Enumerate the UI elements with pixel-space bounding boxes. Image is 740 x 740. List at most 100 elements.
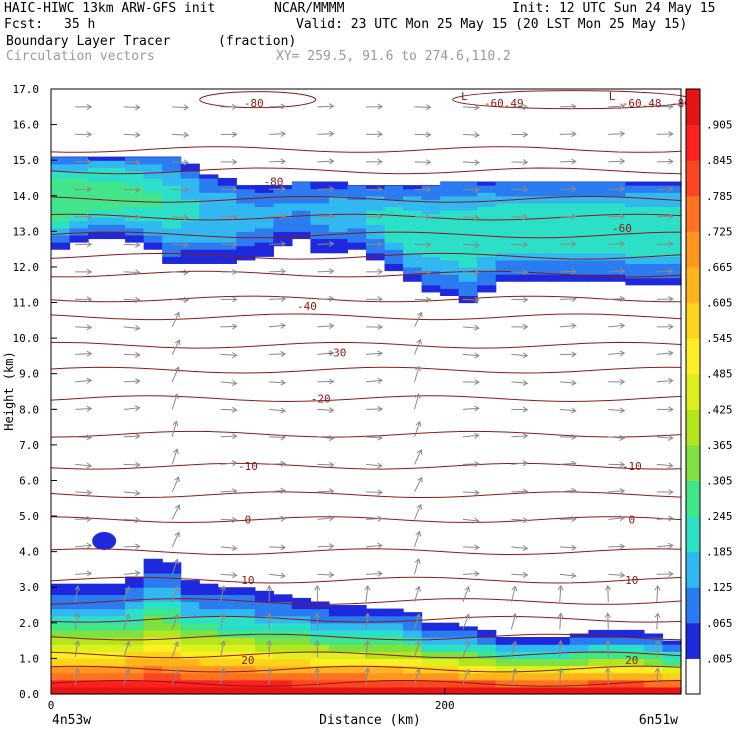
tracer-cell [310,651,330,660]
wind-vector [462,491,479,494]
tracer-cell [495,644,515,652]
tracer-cell [254,637,274,645]
wind-vector-head [522,460,529,467]
tracer-cell [366,665,386,674]
tracer-cell [106,686,126,695]
wind-vector-head [377,324,383,331]
wind-vector [269,546,286,548]
low-contour [199,91,317,109]
tracer-cell [366,217,386,225]
tracer-cell [606,181,627,183]
wind-vector [123,298,140,301]
tracer-cell [606,231,627,240]
wind-vector [220,668,225,685]
tracer-cell [384,256,404,264]
tracer-cell [106,608,126,617]
wind-vector-head [172,420,179,427]
wind-vector [656,640,659,657]
tracer-cell [328,622,349,631]
wind-vector-head [231,380,238,387]
colorbar-swatch [686,302,700,339]
wind-vector [75,572,92,575]
tracer-cell [236,188,256,197]
tracer-cell [273,210,293,218]
wind-vector-head [668,158,674,165]
y-axis-title: Height (km) [2,351,16,430]
tracer-cell [606,637,627,645]
wind-vector-head [124,668,131,675]
tracer-cell [291,679,312,688]
tracer-cell [328,181,349,183]
tracer-cell [143,686,163,695]
tracer-cell [588,238,608,247]
wind-vector-head [619,130,626,137]
tracer-cell [588,266,608,275]
tracer-cell [273,202,293,211]
wind-vector [123,407,140,410]
wind-vector [559,613,562,630]
tracer-cell [51,608,71,617]
wind-vector [414,558,420,575]
wind-vector [462,188,479,191]
tracer-cell [69,587,89,595]
wind-vector-head [135,543,141,550]
tracer-cell [217,608,237,617]
tracer-cell [347,658,367,667]
wind-vector-head [522,432,529,440]
wind-vector-head [377,158,383,165]
tracer-cell [403,651,423,660]
wind-vector [608,160,625,163]
tracer-cell [254,658,274,667]
tracer-field [51,156,682,695]
tracer-cell [180,249,200,257]
tracer-cell [625,672,645,681]
wind-vector-head [377,241,383,248]
colorbar-label: .785 [706,190,733,203]
wind-vector [365,585,369,602]
tracer-cell [366,672,386,681]
wind-vector-head [328,488,335,495]
tracer-cell [328,608,349,617]
tracer-cell [69,156,89,165]
tracer-cell [347,608,367,617]
wind-vector-head [232,158,238,165]
tracer-cell [180,256,200,264]
tracer-cell [403,224,423,232]
wind-vector-head [668,186,674,193]
tracer-cell [162,608,182,617]
colorbar-swatch [686,195,700,232]
tracer-cell [421,185,441,193]
tracer-cell [236,629,256,638]
tracer-cell [569,217,589,225]
wind-vector-head [314,612,321,618]
tracer-cell [588,679,608,688]
tracer-cell [125,580,145,588]
wind-vector-head [474,461,480,468]
tracer-cell [51,199,71,208]
wind-vector [123,216,140,218]
wind-vector-head [74,612,81,619]
tracer-cell [440,637,460,645]
wind-vector-head [280,130,287,137]
tracer-cell [106,156,126,161]
wind-vector-head [619,295,626,302]
tracer-cell [328,658,349,667]
wind-vector-head [377,296,383,303]
tracer-cell [69,206,89,215]
tracer-cell [662,242,682,250]
contour-label: -60.48 [622,97,662,110]
tracer-cell [532,231,552,240]
tracer-cell [143,573,163,581]
wind-vector-head [511,640,518,647]
tracer-cell [199,256,219,264]
wind-vector-head [124,613,131,620]
wind-vector [365,668,369,685]
wind-vector-head [174,476,180,483]
tracer-cell [569,679,589,688]
tracer-cell [236,231,256,240]
tracer-cell [273,195,293,204]
wind-vector-head [667,462,674,469]
contour-label: 0 [628,514,635,527]
wind-vector-head [417,311,423,318]
tracer-cell [440,224,460,232]
